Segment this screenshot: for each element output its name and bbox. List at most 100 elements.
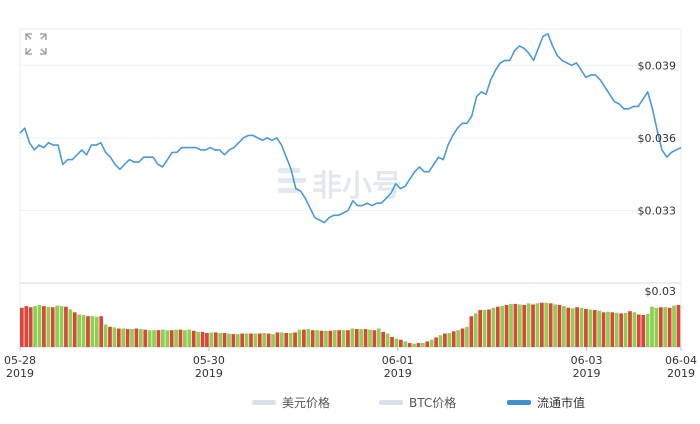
- volume-bar: [33, 306, 37, 347]
- volume-bar: [443, 333, 447, 347]
- volume-bar: [663, 307, 668, 347]
- volume-bar: [531, 304, 535, 347]
- x-axis-ticks: 05-28201905-30201906-01201906-03201906-0…: [4, 347, 697, 380]
- volume-bar: [205, 333, 209, 347]
- volume-bar: [359, 329, 364, 347]
- volume-bar: [654, 307, 659, 347]
- volume-bar: [562, 306, 566, 347]
- legend-label-market-cap: 流通市值: [537, 395, 585, 410]
- volume-bar: [350, 328, 355, 347]
- volume-bar: [385, 333, 390, 347]
- volume-bar: [77, 314, 81, 347]
- volume-bar: [429, 339, 434, 347]
- volume-bar: [130, 329, 134, 347]
- volume-bar: [297, 329, 302, 347]
- volume-bar: [94, 316, 99, 347]
- volume-bar: [108, 326, 112, 347]
- legend-item-usd[interactable]: 美元价格: [252, 395, 330, 410]
- volume-bar: [645, 313, 650, 347]
- legend: 美元价格 BTC价格 流通市值: [252, 395, 585, 410]
- volume-bar: [328, 330, 333, 347]
- volume-bar: [394, 338, 399, 347]
- volume-bar: [597, 310, 601, 347]
- legend-swatch-market-cap: [507, 400, 531, 405]
- volume-bar: [434, 337, 438, 347]
- legend-label-btc: BTC价格: [409, 395, 456, 410]
- volume-bar: [218, 333, 223, 347]
- expand-icon[interactable]: [25, 33, 47, 55]
- volume-bar: [257, 333, 262, 347]
- volume-bar: [539, 302, 544, 347]
- volume-bar: [152, 330, 156, 347]
- volume-bar: [584, 308, 588, 347]
- volume-bar: [354, 329, 359, 347]
- volume-bar: [601, 312, 606, 347]
- volume-bar: [55, 305, 59, 347]
- volume-bar: [72, 312, 77, 347]
- volume-bar: [491, 307, 496, 347]
- watermark-logo-bar-1: [278, 168, 300, 173]
- y-tick-label: $0.036: [638, 132, 677, 145]
- volume-bar: [28, 307, 33, 347]
- volume-bar: [438, 335, 443, 347]
- volume-bar: [288, 333, 293, 347]
- volume-bar: [412, 343, 416, 347]
- volume-bar: [156, 330, 161, 347]
- volume-bar: [610, 312, 615, 347]
- volume-bar: [50, 307, 55, 347]
- volume-bar: [90, 316, 95, 347]
- volume-bar: [398, 339, 403, 347]
- volume-bar: [606, 311, 610, 347]
- volume-bars: [20, 302, 681, 347]
- volume-bar: [227, 333, 231, 347]
- volume-bar: [68, 309, 73, 347]
- volume-bar: [191, 330, 196, 347]
- volume-bar: [473, 313, 478, 347]
- volume-bar: [526, 303, 531, 347]
- volume-bar: [425, 341, 430, 347]
- volume-bar: [575, 307, 579, 347]
- volume-bar: [324, 330, 328, 347]
- volume-bar: [465, 326, 469, 347]
- volume-bar: [116, 328, 121, 347]
- volume-bar: [456, 330, 460, 347]
- legend-item-market-cap[interactable]: 流通市值: [507, 395, 585, 410]
- volume-bar: [99, 316, 104, 347]
- volume-bar: [240, 333, 245, 347]
- y-tick-label: $0.03: [645, 285, 677, 298]
- volume-bar: [275, 332, 280, 347]
- volume-bar: [650, 306, 654, 347]
- volume-bar: [284, 333, 289, 347]
- x-tick-date: 05-30: [193, 354, 225, 367]
- volume-bar: [279, 332, 284, 347]
- volume-bar: [249, 333, 253, 347]
- volume-bar: [147, 330, 152, 347]
- volume-bar: [368, 329, 372, 347]
- volume-bar: [451, 331, 456, 347]
- volume-bar: [315, 330, 319, 347]
- volume-bar: [619, 313, 624, 347]
- volume-bar: [469, 316, 474, 347]
- volume-bar: [548, 303, 553, 347]
- volume-bar: [125, 329, 130, 347]
- x-tick-year: 2019: [195, 367, 223, 380]
- watermark-text: 非小号: [312, 169, 402, 204]
- volume-bar: [332, 330, 337, 347]
- volume-bar: [143, 329, 148, 347]
- volume-bar: [557, 305, 562, 347]
- volume-bar: [134, 328, 139, 347]
- volume-bar: [346, 330, 350, 347]
- legend-swatch-btc: [379, 400, 403, 405]
- watermark-logo-bar-2: [278, 178, 306, 183]
- volume-bar: [636, 314, 641, 347]
- volume-bar: [447, 333, 452, 347]
- volume-bar: [231, 334, 236, 347]
- volume-bar: [138, 329, 143, 347]
- volume-bar: [381, 331, 386, 347]
- legend-item-btc[interactable]: BTC价格: [379, 395, 456, 410]
- volume-bar: [553, 304, 557, 347]
- volume-bar: [632, 312, 637, 347]
- volume-bar: [403, 341, 408, 347]
- volume-bar: [178, 329, 183, 347]
- volume-bar: [372, 330, 377, 347]
